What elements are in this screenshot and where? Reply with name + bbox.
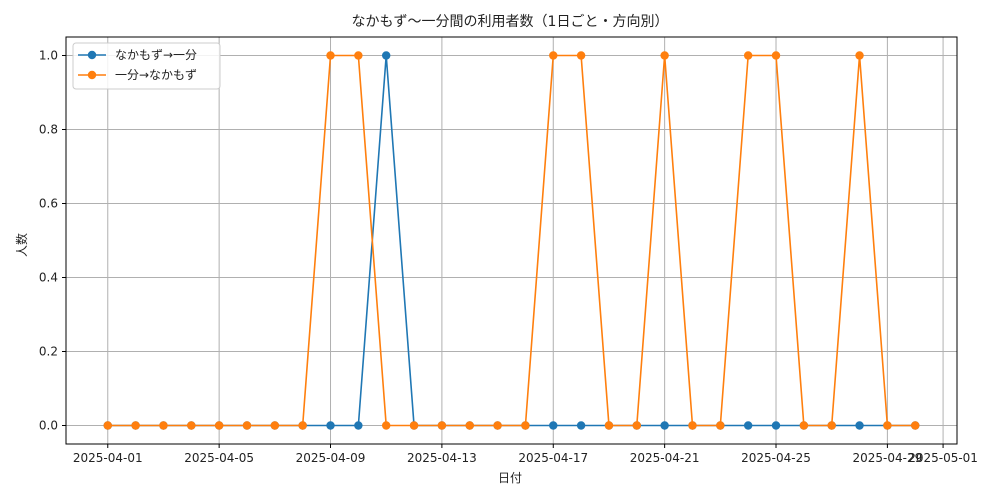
x-tick-label: 2025-04-25 — [741, 451, 811, 465]
data-point — [883, 421, 892, 430]
y-axis: 0.0 0.2 0.4 0.6 0.8 1.0 — [39, 49, 66, 433]
data-point — [743, 51, 753, 60]
data-point — [409, 421, 419, 430]
data-point — [855, 51, 864, 60]
grid — [66, 37, 957, 444]
legend-label: なかもず→一分 — [115, 48, 197, 62]
data-point — [242, 421, 252, 430]
data-point — [771, 51, 781, 60]
data-point — [354, 51, 363, 60]
data-point — [911, 421, 920, 430]
x-tick-label: 2025-04-09 — [296, 451, 366, 465]
y-axis-title: 人数 — [14, 233, 29, 257]
data-point — [298, 421, 307, 430]
legend-label: 一分→なかもず — [115, 68, 197, 82]
data-point — [604, 421, 614, 430]
series-layer — [103, 51, 920, 430]
legend-marker — [87, 50, 97, 60]
data-point — [743, 421, 753, 430]
data-point — [326, 421, 335, 430]
data-point — [270, 421, 280, 430]
data-point — [437, 421, 447, 430]
x-axis-title: 日付 — [498, 471, 522, 485]
x-tick-label: 2025-05-01 — [908, 451, 978, 465]
y-tick-label: 1.0 — [39, 49, 58, 63]
legend-marker — [87, 70, 97, 80]
data-point — [771, 421, 781, 430]
x-tick-label: 2025-04-29 — [853, 451, 923, 465]
data-point — [465, 421, 474, 430]
data-point — [382, 421, 391, 430]
series-line-1 — [107, 54, 916, 427]
y-tick-label: 0.4 — [39, 271, 58, 285]
data-point — [576, 421, 586, 430]
x-tick-label: 2025-04-13 — [407, 451, 477, 465]
x-tick-label: 2025-04-21 — [630, 451, 700, 465]
data-point — [326, 51, 335, 60]
data-point — [382, 51, 391, 60]
data-point — [354, 421, 363, 430]
data-point — [688, 421, 697, 430]
y-tick-label: 0.8 — [39, 123, 58, 137]
data-point — [103, 421, 112, 430]
data-point — [187, 421, 196, 430]
x-axis: 2025-04-01 2025-04-05 2025-04-09 2025-04-13… — [73, 444, 978, 465]
chart-title: なかもず〜一分間の利用者数（1日ごと・方向別） — [352, 14, 669, 30]
series-line-2 — [107, 54, 916, 427]
data-point — [827, 421, 836, 430]
data-point — [493, 421, 502, 430]
data-point — [660, 421, 669, 430]
y-tick-label: 0.6 — [39, 197, 58, 211]
data-point — [549, 421, 558, 430]
data-point — [855, 421, 864, 430]
y-tick-label: 0.0 — [39, 419, 58, 433]
plot-area — [65, 36, 958, 445]
x-tick-label: 2025-04-01 — [73, 451, 143, 465]
data-point — [576, 51, 586, 60]
data-point — [521, 421, 530, 430]
data-point — [799, 421, 809, 430]
y-tick-label: 0.2 — [39, 345, 58, 359]
data-point — [131, 421, 140, 430]
x-tick-label: 2025-04-05 — [184, 451, 254, 465]
data-point — [660, 51, 669, 60]
data-point — [549, 51, 558, 60]
legend-box — [72, 42, 221, 90]
data-point — [159, 421, 168, 430]
data-point — [716, 421, 725, 430]
data-point — [214, 421, 224, 430]
data-point — [632, 421, 641, 430]
x-tick-label: 2025-04-17 — [518, 451, 588, 465]
